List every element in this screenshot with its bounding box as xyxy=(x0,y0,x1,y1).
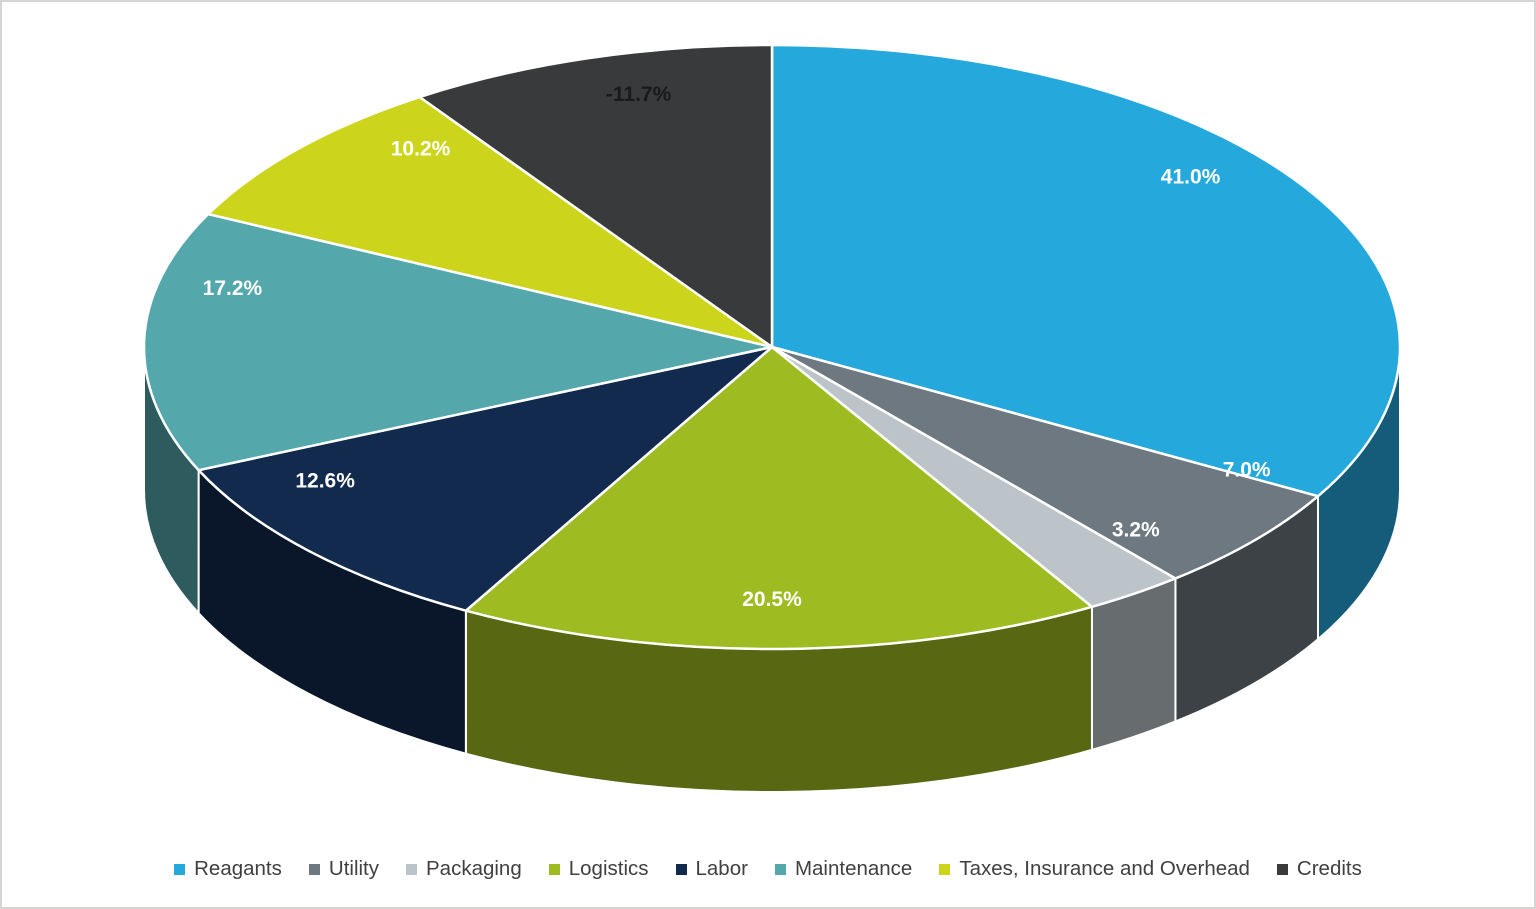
legend-label-credits: Credits xyxy=(1296,857,1362,880)
data-label-reagants: 41.0% xyxy=(1161,166,1221,189)
legend-label-taxes-insurance-and-overhead: Taxes, Insurance and Overhead xyxy=(959,857,1250,880)
pie-slice-utility xyxy=(770,345,1320,580)
pie-slice-logistics xyxy=(464,345,1094,651)
legend-label-logistics: Logistics xyxy=(568,857,649,880)
legend-item-credits: Credits xyxy=(1276,857,1362,881)
legend-item-utility: Utility xyxy=(308,857,379,881)
data-label-maintenance: 17.2% xyxy=(203,277,263,300)
legend-marker-utility xyxy=(308,863,320,875)
data-label-packaging: 3.2% xyxy=(1112,518,1160,541)
legend-item-labor: Labor xyxy=(675,857,748,881)
pie-slice-maintenance xyxy=(142,212,774,472)
pie-slice-reagants xyxy=(770,43,1402,498)
legend-marker-credits xyxy=(1276,863,1288,875)
data-label-credits: -11.7% xyxy=(606,83,672,106)
pie-chart-area: 41.0% 7.0% 3.2% 20.5% 12.6% 17.2% 10.2% -11.7% xyxy=(2,2,1536,822)
legend-label-utility: Utility xyxy=(328,857,379,880)
data-label-logistics: 20.5% xyxy=(742,588,802,611)
data-label-labor: 12.6% xyxy=(295,469,355,492)
pie-slice-credits xyxy=(418,43,774,349)
legend-label-labor: Labor xyxy=(695,857,748,880)
legend-label-packaging: Packaging xyxy=(426,857,522,880)
pie-slice-labor xyxy=(197,345,774,612)
pie-3d-svg: 41.0% 7.0% 3.2% 20.5% 12.6% 17.2% 10.2% -11.7% xyxy=(142,43,1402,793)
legend-marker-packaging xyxy=(406,863,417,875)
data-label-utility: 7.0% xyxy=(1223,458,1271,481)
legend-item-reagants: Reagants xyxy=(174,857,282,881)
data-label-taxes-insurance-and-overhead: 10.2% xyxy=(391,137,451,160)
legend-marker-maintenance xyxy=(774,863,786,875)
legend-item-taxes-insurance-and-overhead: Taxes, Insurance and Overhead xyxy=(939,857,1250,881)
legend-marker-taxes-insurance-and-overhead xyxy=(939,863,951,875)
legend-label-reagants: Reagants xyxy=(194,857,282,880)
pie-slice-taxes-insurance-and-overhead xyxy=(206,95,774,349)
legend-label-maintenance: Maintenance xyxy=(794,857,913,880)
legend-marker-labor xyxy=(675,863,687,875)
legend-marker-reagants xyxy=(174,863,186,875)
legend-item-packaging: Packaging xyxy=(406,857,522,881)
legend-marker-logistics xyxy=(548,863,560,875)
legend-item-maintenance: Maintenance xyxy=(774,857,913,881)
chart-legend: Reagants Utility Packaging Logistics Labor Ma… xyxy=(2,857,1534,881)
legend-item-logistics: Logistics xyxy=(548,857,649,881)
